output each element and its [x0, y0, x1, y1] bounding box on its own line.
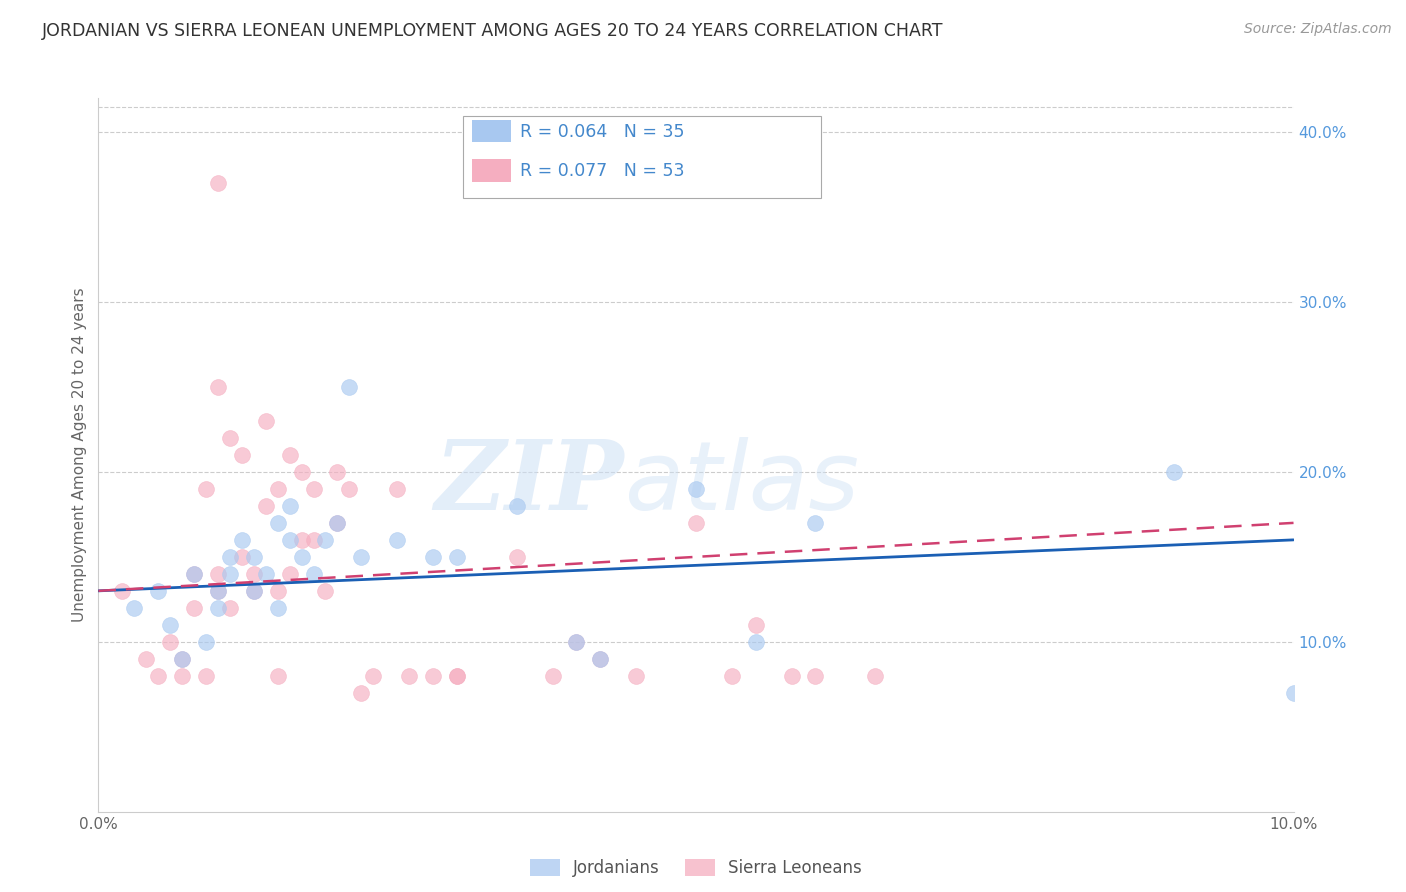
Point [172, 652, 194, 666]
Point [446, 549, 468, 564]
Point [243, 549, 266, 564]
Point [172, 652, 194, 666]
Text: ZIP: ZIP [434, 436, 624, 531]
Text: R = 0.077   N = 53: R = 0.077 N = 53 [520, 162, 685, 180]
Point [721, 669, 744, 683]
Legend: Jordanians, Sierra Leoneans: Jordanians, Sierra Leoneans [522, 851, 870, 886]
Point [363, 669, 385, 683]
Point [231, 448, 253, 462]
Point [350, 686, 373, 700]
Point [148, 583, 170, 598]
Point [506, 499, 529, 513]
Point [172, 669, 194, 683]
Point [339, 482, 360, 496]
Point [159, 617, 181, 632]
Point [565, 635, 588, 649]
Point [865, 669, 887, 683]
Point [326, 516, 349, 530]
Point [231, 533, 253, 547]
Point [350, 549, 373, 564]
Point [195, 482, 218, 496]
Point [385, 482, 409, 496]
Point [183, 600, 205, 615]
Point [1163, 465, 1185, 479]
Point [804, 516, 827, 530]
Text: atlas: atlas [624, 437, 859, 530]
Point [207, 566, 229, 581]
Y-axis label: Unemployment Among Ages 20 to 24 years: Unemployment Among Ages 20 to 24 years [72, 287, 87, 623]
Point [685, 516, 707, 530]
Point [780, 669, 803, 683]
Point [267, 669, 290, 683]
Point [291, 549, 314, 564]
Point [267, 516, 290, 530]
Point [243, 583, 266, 598]
Point [291, 465, 314, 479]
Point [302, 482, 325, 496]
Point [804, 669, 827, 683]
Point [219, 566, 242, 581]
Point [278, 499, 301, 513]
Point [326, 516, 349, 530]
Point [745, 635, 768, 649]
Point [446, 669, 468, 683]
Point [339, 380, 360, 394]
Text: Source: ZipAtlas.com: Source: ZipAtlas.com [1244, 22, 1392, 37]
Point [278, 566, 301, 581]
Text: R = 0.064   N = 35: R = 0.064 N = 35 [520, 123, 685, 141]
Point [315, 583, 337, 598]
Point [243, 583, 266, 598]
Point [506, 549, 529, 564]
Point [207, 176, 229, 190]
Point [254, 566, 277, 581]
Point [183, 566, 205, 581]
Point [267, 600, 290, 615]
Point [243, 566, 266, 581]
Point [278, 533, 301, 547]
Point [422, 549, 444, 564]
Point [254, 499, 277, 513]
Point [135, 652, 157, 666]
Point [302, 566, 325, 581]
Point [422, 669, 444, 683]
FancyBboxPatch shape [472, 120, 510, 143]
FancyBboxPatch shape [472, 159, 510, 182]
Point [207, 380, 229, 394]
Point [207, 583, 229, 598]
Point [219, 431, 242, 445]
Point [148, 669, 170, 683]
Point [207, 600, 229, 615]
Point [315, 533, 337, 547]
Point [207, 583, 229, 598]
Point [111, 583, 134, 598]
Point [626, 669, 648, 683]
Point [254, 414, 277, 428]
Point [565, 635, 588, 649]
Point [398, 669, 420, 683]
Point [589, 652, 612, 666]
Point [159, 635, 181, 649]
Point [267, 583, 290, 598]
Point [195, 669, 218, 683]
Point [685, 482, 707, 496]
Point [183, 566, 205, 581]
Point [291, 533, 314, 547]
Point [589, 652, 612, 666]
Point [326, 465, 349, 479]
Point [302, 533, 325, 547]
Point [195, 635, 218, 649]
Point [124, 600, 146, 615]
Point [541, 669, 564, 683]
Point [1282, 686, 1305, 700]
Point [278, 448, 301, 462]
Point [219, 549, 242, 564]
Point [267, 482, 290, 496]
Point [219, 600, 242, 615]
Point [745, 617, 768, 632]
Point [231, 549, 253, 564]
Point [446, 669, 468, 683]
Point [385, 533, 409, 547]
FancyBboxPatch shape [463, 116, 821, 198]
Text: JORDANIAN VS SIERRA LEONEAN UNEMPLOYMENT AMONG AGES 20 TO 24 YEARS CORRELATION C: JORDANIAN VS SIERRA LEONEAN UNEMPLOYMENT… [42, 22, 943, 40]
